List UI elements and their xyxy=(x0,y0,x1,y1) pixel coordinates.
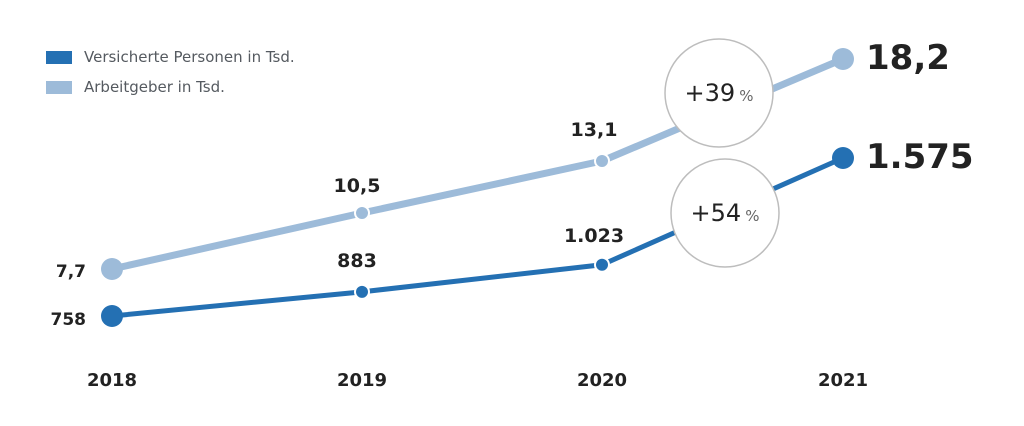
point-versicherte-2018 xyxy=(101,305,123,327)
change-bubble-arbeitgeber-text: +39% xyxy=(685,79,754,107)
point-arbeitgeber-2019 xyxy=(354,205,370,221)
legend-label-versicherte: Versicherte Personen in Tsd. xyxy=(84,48,295,66)
point-versicherte-2021 xyxy=(832,147,854,169)
x-tick-label-2021: 2021 xyxy=(818,370,868,391)
data-label-arbeitgeber-2019: 10,5 xyxy=(334,175,381,197)
change-bubble-versicherte xyxy=(670,158,780,268)
point-versicherte-2019 xyxy=(354,283,370,300)
data-label-arbeitgeber-2020: 13,1 xyxy=(571,119,618,141)
x-tick-label-2019: 2019 xyxy=(337,370,387,391)
point-arbeitgeber-2021 xyxy=(832,48,854,70)
legend-item-versicherte: Versicherte Personen in Tsd. xyxy=(46,42,295,72)
data-label-versicherte-2018: 758 xyxy=(51,310,87,330)
data-label-versicherte-2021: 1.575 xyxy=(866,137,974,177)
point-arbeitgeber-2018 xyxy=(101,258,123,280)
x-tick-label-2020: 2020 xyxy=(577,370,627,391)
data-label-versicherte-2019: 883 xyxy=(337,250,377,272)
legend-label-arbeitgeber: Arbeitgeber in Tsd. xyxy=(84,78,225,96)
change-bubble-arbeitgeber xyxy=(664,38,774,148)
data-label-arbeitgeber-2018: 7,7 xyxy=(56,262,86,282)
legend-swatch-arbeitgeber xyxy=(46,80,72,94)
legend: Versicherte Personen in Tsd. Arbeitgeber… xyxy=(46,42,295,102)
legend-item-arbeitgeber: Arbeitgeber in Tsd. xyxy=(46,72,295,102)
point-arbeitgeber-2020 xyxy=(594,153,610,169)
change-bubble-versicherte-text: +54% xyxy=(691,199,760,227)
data-label-arbeitgeber-2021: 18,2 xyxy=(866,38,950,78)
x-tick-label-2018: 2018 xyxy=(87,370,137,391)
point-versicherte-2020 xyxy=(594,256,610,273)
data-label-versicherte-2020: 1.023 xyxy=(564,225,624,247)
legend-swatch-versicherte xyxy=(46,50,72,64)
